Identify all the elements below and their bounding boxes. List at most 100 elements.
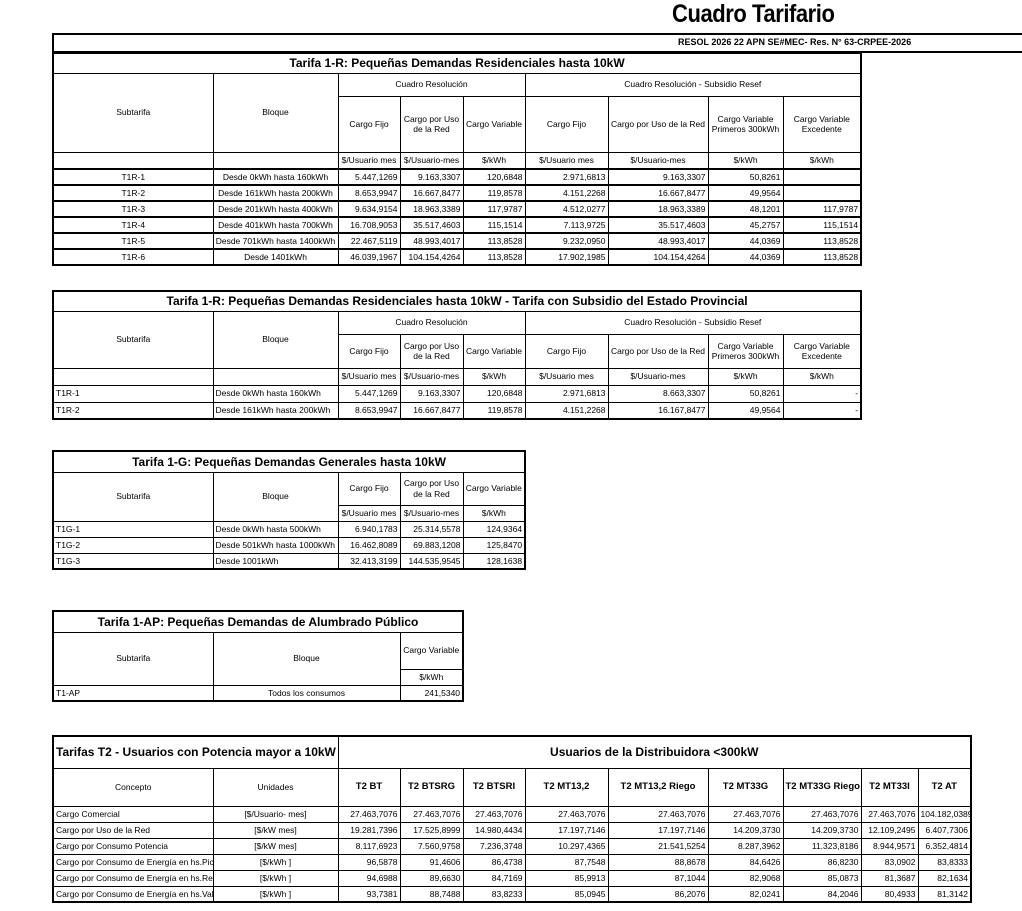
value-cell: 4.512,0277: [524, 200, 609, 218]
tarifa-1r-table: Tarifa 1-R: Pequeñas Demandas Residencia…: [52, 52, 863, 266]
value-cell: 17.902,1985: [524, 248, 609, 266]
value-cell: 16.708,9053: [337, 216, 401, 234]
value-cell: 25.314,5578: [399, 520, 464, 538]
value-cell: 27.463,7076: [337, 805, 401, 823]
unit-label: $/kWh: [462, 151, 526, 170]
concepto-header: Concepto: [52, 767, 214, 807]
value-cell: 16.167,8477: [607, 401, 709, 420]
subtarifa-cell: T1R-4: [52, 216, 214, 234]
value-cell: 48.993,4017: [607, 232, 709, 250]
value-cell: 87,1044: [607, 869, 709, 887]
group-header-cuadro-resolucion: Cuadro Resolución: [337, 72, 526, 97]
value-cell: 85,9913: [524, 869, 609, 887]
value-cell: 86,2076: [607, 885, 709, 903]
unit-label: $/kWh: [782, 367, 862, 386]
subtarifa-cell: T1R-1: [52, 168, 214, 186]
value-cell: 125,8470: [462, 536, 526, 554]
bloque-header: Bloque: [212, 631, 401, 686]
title-row: Tarifas T2 - Usuarios con Potencia mayor…: [52, 735, 972, 769]
value-cell: 83,0902: [860, 853, 919, 871]
value-cell: 119,8578: [462, 184, 526, 202]
table-title: Tarifas T2 - Usuarios con Potencia mayor…: [52, 735, 339, 769]
unit-label: $/Usuario-mes: [399, 151, 464, 170]
table-row: T1-AP Todos los consumos 241,5340: [52, 684, 464, 702]
value-cell: 4.151,2268: [524, 401, 609, 420]
resolution-banner: RESOL 2026 22 APN SE#MEC- Res. N° 63-CRP…: [52, 33, 1022, 53]
bloque-cell: Desde 161kWh hasta 200kWh: [212, 184, 339, 202]
value-cell: 93,7381: [337, 885, 401, 903]
column-header: Cargo Variable Primeros 300kWh: [707, 333, 784, 369]
column-header: Cargo por Uso de la Red: [607, 95, 709, 153]
value-cell: 81,3142: [917, 885, 972, 903]
bloque-header: Bloque: [212, 471, 339, 522]
concepto-cell: Cargo por Consumo de Energía en hs.Resto: [52, 869, 214, 887]
unit-label: $/Usuario-mes: [399, 367, 464, 386]
table-row: T1R-2 Desde 161kWh hasta 200kWh 8.653,9947…: [52, 184, 862, 202]
value-cell: 17.525,8999: [399, 821, 464, 839]
value-cell: 10.297,4365: [524, 837, 609, 855]
table-row: Cargo por Consumo de Energía en hs.Resto…: [52, 869, 972, 887]
value-cell: 16.667,8477: [399, 184, 464, 202]
value-cell: 48,1201: [707, 200, 784, 218]
unit-label: $/kWh: [707, 151, 784, 170]
column-header: T2 MT33I: [860, 767, 919, 807]
unit-label: $/kWh: [782, 151, 862, 170]
subtarifa-cell: T1R-5: [52, 232, 214, 250]
value-cell: 2.971,6813: [524, 384, 609, 403]
table-row: T1R-5 Desde 701kWh hasta 1400kWh 22.467,51…: [52, 232, 862, 250]
unidades-cell: [$/kW mes]: [212, 837, 339, 855]
concepto-cell: Cargo por Consumo Potencia: [52, 837, 214, 855]
column-header: Cargo Variable Primeros 300kWh: [707, 95, 784, 153]
unidades-cell: [$/kWh ]: [212, 885, 339, 903]
bloque-cell: Desde 0kWh hasta 500kWh: [212, 520, 339, 538]
column-header: Cargo Variable: [462, 95, 526, 153]
value-cell: 18.963,3389: [399, 200, 464, 218]
value-cell: 12.109,2495: [860, 821, 919, 839]
value-cell: 7.236,3748: [462, 837, 526, 855]
table-row: T1R-6 Desde 1401kWh 46.039,1967 104.154,426…: [52, 248, 862, 266]
value-cell: 117,9787: [782, 200, 862, 218]
value-cell: 113,8528: [462, 248, 526, 266]
value-cell: 7.113,9725: [524, 216, 609, 234]
value-cell: 113,8528: [782, 248, 862, 266]
value-cell: 19.281,7396: [337, 821, 401, 839]
resolution-reference: RESOL 2026 22 APN SE#MEC- Res. N° 63-CRP…: [678, 37, 912, 47]
value-cell: 85,0873: [782, 869, 862, 887]
unidades-header: Unidades: [212, 767, 339, 807]
value-cell: 94,6988: [337, 869, 401, 887]
title-row: Tarifa 1-AP: Pequeñas Demandas de Alumbr…: [52, 610, 464, 633]
title-row: Tarifa 1-G: Pequeñas Demandas Generales …: [52, 450, 526, 473]
value-cell: 88,7488: [399, 885, 464, 903]
value-cell: 124,9364: [462, 520, 526, 538]
unit-label: $/Usuario mes: [337, 504, 401, 522]
tarifas-t2-table: Tarifas T2 - Usuarios con Potencia mayor…: [52, 735, 973, 903]
bloque-cell: Desde 701kWh hasta 1400kWh: [212, 232, 339, 250]
column-header: Cargo Variable Excedente: [782, 333, 862, 369]
value-cell: 6.940,1783: [337, 520, 401, 538]
value-cell: 21.541,5254: [607, 837, 709, 855]
value-cell: 85,0945: [524, 885, 609, 903]
concepto-cell: Cargo Comercial: [52, 805, 214, 823]
subtarifa-cell: T1G-1: [52, 520, 214, 538]
column-header: T2 BT: [337, 767, 401, 807]
value-cell: 83,8333: [917, 853, 972, 871]
concepto-cell: Cargo por Consumo de Energía en hs.Pico: [52, 853, 214, 871]
bloque-header: Bloque: [212, 72, 339, 153]
value-cell: 113,8528: [782, 232, 862, 250]
bloque-cell: Desde 201kWh hasta 400kWh: [212, 200, 339, 218]
column-header: T2 MT33G: [707, 767, 784, 807]
value-cell: 44,0369: [707, 232, 784, 250]
unit-label: $/Usuario-mes: [607, 367, 709, 386]
subtarifa-cell: T1R-6: [52, 248, 214, 266]
bloque-header: Bloque: [212, 310, 339, 369]
value-cell: 27.463,7076: [524, 805, 609, 823]
value-cell: 115,1514: [462, 216, 526, 234]
value-cell: 8.653,9947: [337, 401, 401, 420]
unidades-cell: [$/kW mes]: [212, 821, 339, 839]
unit-label: $/kWh: [707, 367, 784, 386]
table-row: Cargo por Consumo Potencia [$/kW mes] 8.11…: [52, 837, 972, 855]
value-cell: 9.163,3307: [399, 168, 464, 186]
table-row: Cargo por Uso de la Red [$/kW mes] 19.281,…: [52, 821, 972, 839]
column-header: Cargo Variable: [462, 471, 526, 506]
value-cell: -: [782, 384, 862, 403]
